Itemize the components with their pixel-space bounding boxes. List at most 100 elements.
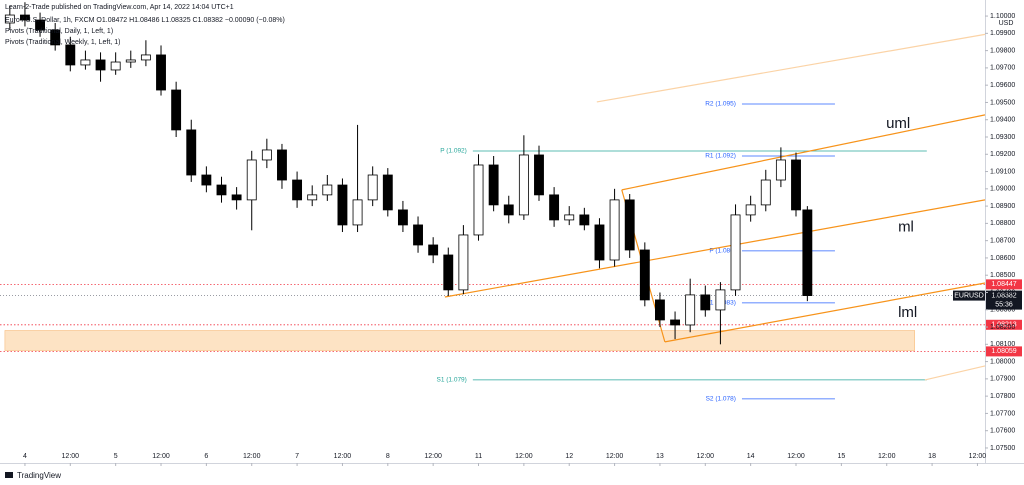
y-tick-label: 1.09900 [990,30,1015,37]
x-tick-label: 12:00 [243,453,261,460]
x-tick-label: 14 [747,453,755,460]
y-tick-label: 1.07900 [990,376,1015,383]
x-tick-label: 5 [114,453,118,460]
candle-body [715,289,726,311]
last-price-label: 1.08382 [991,292,1016,299]
y-tick-label: 1.09000 [990,186,1015,193]
candle-body [140,54,151,61]
brand-logo: TradingView [5,471,61,480]
candle-body [201,174,212,186]
x-tick-label: 12:00 [424,453,442,460]
x-tick-label: 6 [204,453,208,460]
y-tick-label: 1.09600 [990,82,1015,89]
y-tick-label: 1.09800 [990,47,1015,54]
candle-body [594,224,605,261]
candle-body [745,204,756,216]
pivot-label: S2 (1.078) [706,396,736,403]
candle-body [277,149,287,181]
x-tick-label: 8 [386,453,390,460]
candle-body [488,164,499,206]
trendline [924,365,986,381]
y-tick-label: 1.09300 [990,134,1015,141]
y-tick-label: 1.09100 [990,168,1015,175]
x-tick-label: 11 [475,453,482,460]
price-tag [986,319,1022,330]
candle-body [413,224,423,246]
candle-body [80,59,91,66]
candle-body [534,154,544,196]
candle-body [367,174,378,201]
x-tick-label: 12:00 [606,453,624,460]
y-tick-label: 1.08800 [990,220,1015,227]
price-tag-label: 1.08059 [991,348,1016,355]
x-tick-label: 12 [565,453,573,460]
candle-body [760,179,771,206]
candle-body [549,194,560,221]
candle-body [579,214,590,226]
y-tick-label: 1.08000 [990,358,1015,365]
y-tick-label: 1.09200 [990,151,1015,158]
candles-layer [4,2,813,345]
price-tag-label: 1.08447 [991,281,1016,288]
currency: USD [999,20,1014,27]
y-tick-label: 1.08600 [990,255,1015,262]
x-tick-label: 12:00 [697,453,715,460]
y-tick-label: 1.07500 [990,445,1015,452]
price-tag [986,279,1022,290]
x-tick-label: 15 [837,453,845,460]
candle-body [397,209,408,226]
candle-body [775,159,786,181]
support-zone [4,330,915,351]
candle-body [791,159,801,211]
candle-body [186,129,197,176]
brand: TradingView [17,471,61,480]
x-tick-label: 12:00 [62,453,80,460]
indicator-legend: Pivots (Traditional, Weekly, 1, Left, 1) [5,39,120,46]
x-tick-label: 12:00 [334,453,352,460]
countdown-label: 55:36 [995,301,1013,308]
y-tick-label: 1.08900 [990,203,1015,210]
candle-body [50,29,61,46]
candle-body [4,14,15,24]
candle-body [382,174,393,211]
y-tick-label: 1.08700 [990,238,1015,245]
candle-body [670,319,680,326]
x-tick-label: 13 [656,453,664,460]
x-tick-label: 7 [295,453,299,460]
price-tag-label: 1.08213 [991,322,1016,329]
candle-body [125,59,136,63]
pivot-label: R1 (1.092) [705,153,736,160]
candle-body [65,44,76,66]
candle-body [700,294,711,311]
x-tick-label: 18 [928,453,936,460]
candle-body [322,184,333,196]
y-tick-label: 1.08400 [990,289,1015,296]
last-price-tag [986,290,1022,310]
candle-body [518,154,529,216]
candle-body [337,184,348,226]
candle-body [730,214,741,291]
candle-body [110,61,121,71]
y-tick-label: 1.09400 [990,117,1015,124]
trendline-label: ml [898,218,914,235]
candle-body [35,19,46,31]
trendline [664,282,986,343]
zone-layer [4,330,915,351]
y-tick-label: 1.08100 [990,341,1015,348]
candle-body [231,194,242,201]
candle-body [802,209,813,296]
candle-body [292,179,303,201]
y-tick-label: 1.07700 [990,410,1015,417]
trendline [596,33,986,103]
candle-body [307,194,318,201]
candle-body [428,244,439,256]
candle-body [171,89,182,131]
symbol-legend: Euro / U.S. Dollar, 1h, FXCM O1.08472 H1… [5,17,285,24]
y-tick-label: 1.09500 [990,99,1015,106]
y-tick-label: 1.10000 [990,13,1015,20]
candle-body [639,249,650,301]
candle-body [443,254,454,291]
candle-body [95,59,106,71]
y-tick-label: 1.08200 [990,324,1015,331]
